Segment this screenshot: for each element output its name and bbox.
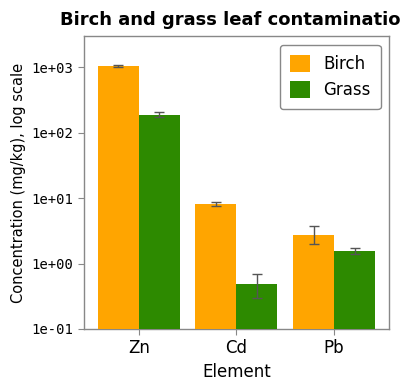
X-axis label: Element: Element xyxy=(202,363,271,381)
Bar xyxy=(236,284,278,392)
Bar xyxy=(293,235,334,392)
Bar xyxy=(334,251,375,392)
Y-axis label: Concentration (mg/kg), log scale: Concentration (mg/kg), log scale xyxy=(11,62,26,303)
Bar xyxy=(139,114,180,392)
Legend: Birch, Grass: Birch, Grass xyxy=(280,45,380,109)
Title: Birch and grass leaf contamination: Birch and grass leaf contamination xyxy=(60,11,400,29)
Bar xyxy=(196,204,236,392)
Bar xyxy=(98,66,139,392)
